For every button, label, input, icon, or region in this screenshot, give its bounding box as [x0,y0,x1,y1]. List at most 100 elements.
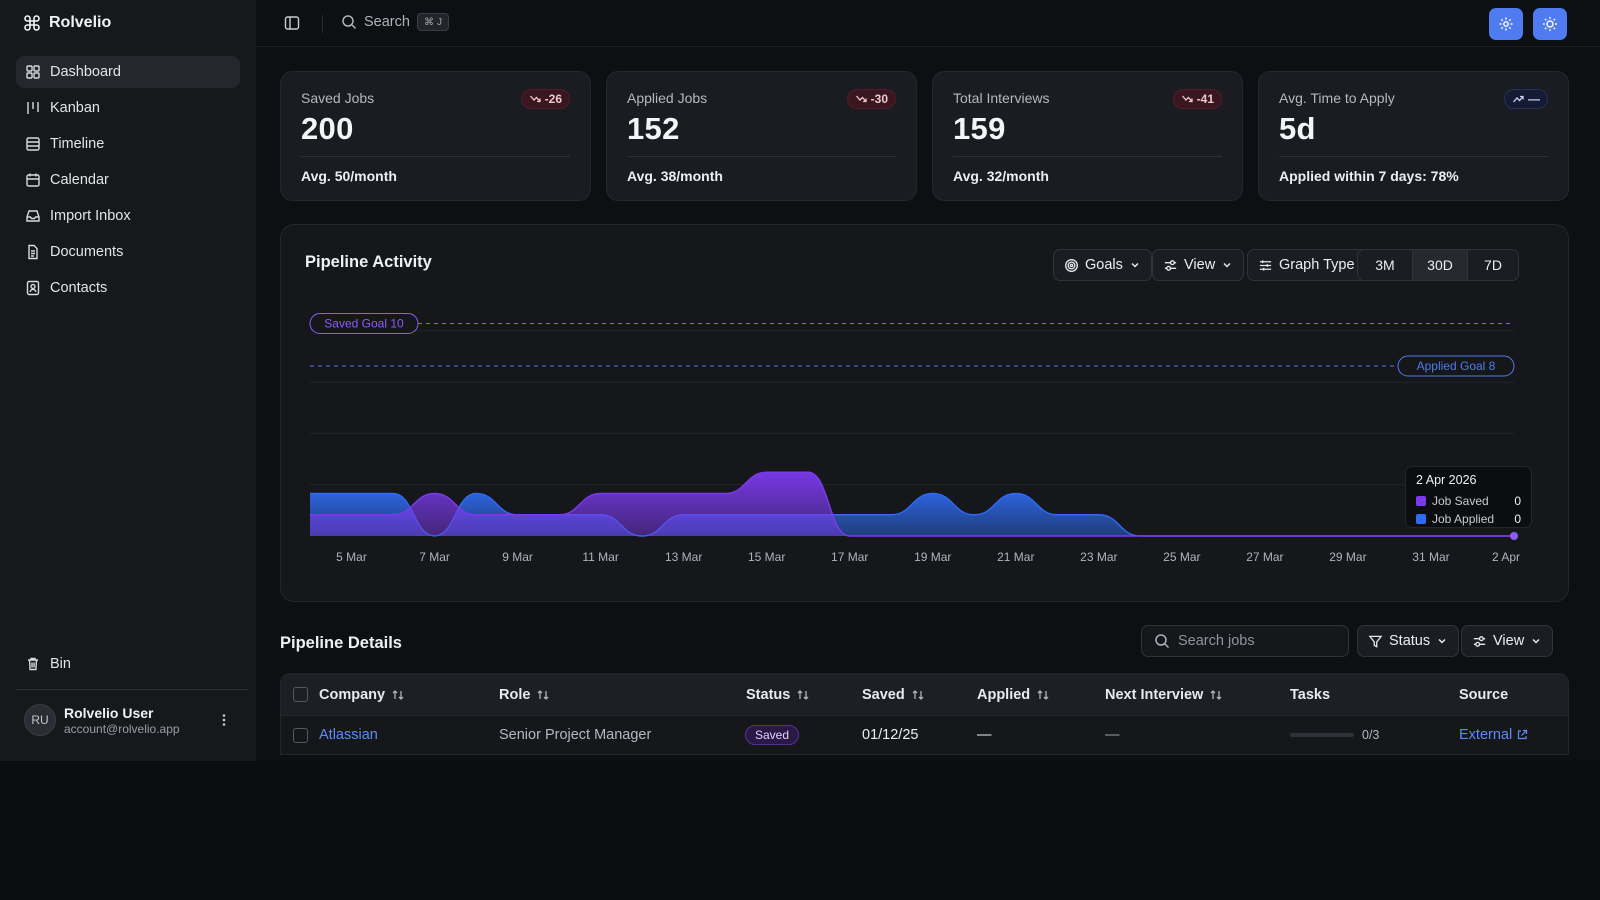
column-label: Applied [977,686,1031,703]
range-30d[interactable]: 30D [1413,250,1468,280]
sidebar-item-documents[interactable]: Documents [16,236,240,268]
sort-icon[interactable] [796,688,810,702]
search-button[interactable]: Search ⌘ J [341,13,449,31]
source-label: External [1459,727,1513,743]
stat-value: 200 [301,111,354,146]
stat-footer: Avg. 50/month [301,168,397,184]
theme-toggle-button[interactable] [1533,8,1567,40]
trend-down-icon [529,95,541,103]
sidebar-item-label: Kanban [50,100,100,116]
legend-swatch [1416,514,1426,524]
trend-badge: — [1504,89,1548,109]
company-link[interactable]: Atlassian [319,727,378,743]
goal-label: Saved Goal 10 [324,317,404,331]
sidebar-item-bin[interactable]: Bin [16,648,240,680]
target-icon [1065,258,1078,272]
chevron-down-icon [1131,262,1139,268]
x-tick-label: 9 Mar [502,550,533,564]
shortcut-key: J [436,16,442,28]
column-header-saved[interactable]: Saved [862,687,925,703]
stat-label: Saved Jobs [301,90,375,106]
settings-button[interactable] [1489,8,1523,40]
view-dropdown[interactable]: View [1152,249,1245,281]
divider [16,689,248,690]
column-header-role[interactable]: Role [499,687,550,703]
column-header-applied[interactable]: Applied [977,687,1050,703]
tasks-cell: 0/3 [1290,728,1379,742]
trend-badge: -26 [520,89,570,109]
sidebar-item-contacts[interactable]: Contacts [16,272,240,304]
tooltip-row: Job Applied 0 [1416,510,1521,528]
section-title: Pipeline Details [280,634,402,652]
divider [953,156,1222,157]
sort-icon[interactable] [536,688,550,702]
x-tick-label: 21 Mar [997,550,1034,564]
panel-title: Pipeline Activity [305,253,432,271]
range-7d[interactable]: 7D [1468,250,1518,280]
goal-label: Applied Goal 8 [1417,359,1496,373]
table-row[interactable]: Atlassian Senior Project Manager Saved 01/1… [281,715,1568,754]
x-tick-label: 13 Mar [665,550,702,564]
sidebar-item-dashboard[interactable]: Dashboard [16,56,240,88]
x-tick-label: 31 Mar [1412,550,1449,564]
sidebar-item-label: Contacts [50,280,108,296]
sidebar-item-kanban[interactable]: Kanban [16,92,240,124]
contacts-icon [26,280,40,296]
column-header-company[interactable]: Company [319,687,405,703]
column-header-tasks: Tasks [1290,687,1330,703]
range-3m[interactable]: 3M [1358,250,1413,280]
column-label: Source [1459,686,1509,703]
sidebar-toggle-icon[interactable] [284,15,300,31]
more-vertical-icon[interactable] [216,712,232,728]
row-checkbox[interactable] [293,727,308,743]
kanban-icon [27,102,39,114]
sidebar-item-timeline[interactable]: Timeline [16,128,240,160]
column-label: Saved [862,686,905,703]
search-jobs-input[interactable]: Search jobs [1141,625,1349,657]
status-filter-dropdown[interactable]: Status [1357,625,1460,657]
trend-value: — [1528,92,1540,106]
view-label: View [1493,633,1525,649]
sort-icon[interactable] [911,688,925,702]
x-tick-label: 25 Mar [1163,550,1200,564]
topbar: Search ⌘ J [256,0,1600,47]
trend-down-icon [855,95,867,103]
sidebar-item-import-inbox[interactable]: Import Inbox [16,200,240,232]
stat-footer: Avg. 32/month [953,168,1049,184]
trend-badge: -30 [846,89,896,109]
table-header: Company Role Status Saved Applied Next Interv… [281,674,1568,715]
status-cell: Saved [745,725,800,745]
x-tick-label: 5 Mar [336,550,367,564]
stat-cards: Saved Jobs 200 Avg. 50/month -26 Applied Job… [280,71,1569,201]
command-icon [24,15,40,31]
sliders-icon [1473,635,1486,647]
status-badge: Saved [745,725,800,745]
sidebar-item-calendar[interactable]: Calendar [16,164,240,196]
x-tick-label: 15 Mar [748,550,785,564]
sliders-icon [1164,259,1177,271]
dashboard-icon [26,65,40,79]
user-profile[interactable]: RU Rolvelio User account@rolvelio.app [24,704,240,736]
table-view-dropdown[interactable]: View [1461,625,1554,657]
sort-icon[interactable] [1209,688,1223,702]
brand[interactable]: Rolvelio [24,14,111,32]
avatar[interactable]: RU [24,704,56,736]
sort-icon[interactable] [391,688,405,702]
source-link[interactable]: External [1459,727,1528,743]
search-icon [342,15,357,30]
select-all-checkbox[interactable] [293,687,308,702]
filter-icon [1368,635,1383,648]
tasks-progress-bar [1290,733,1354,737]
stat-footer: Avg. 38/month [627,168,723,184]
trend-up-icon [1513,95,1524,103]
sort-icon[interactable] [1036,688,1050,702]
external-link-icon [1518,729,1528,740]
x-tick-label: 2 Apr [1492,550,1520,564]
x-tick-label: 29 Mar [1329,550,1366,564]
column-header-status[interactable]: Status [746,687,810,703]
data-point[interactable] [1510,532,1518,540]
pipeline-table: Company Role Status Saved Applied Next Interv… [280,673,1569,755]
column-header-next-interview[interactable]: Next Interview [1105,687,1223,703]
goals-dropdown[interactable]: Goals [1053,249,1152,281]
chart-tooltip: 2 Apr 2026 Job Saved 0 Job Applied 0 [1405,466,1532,528]
